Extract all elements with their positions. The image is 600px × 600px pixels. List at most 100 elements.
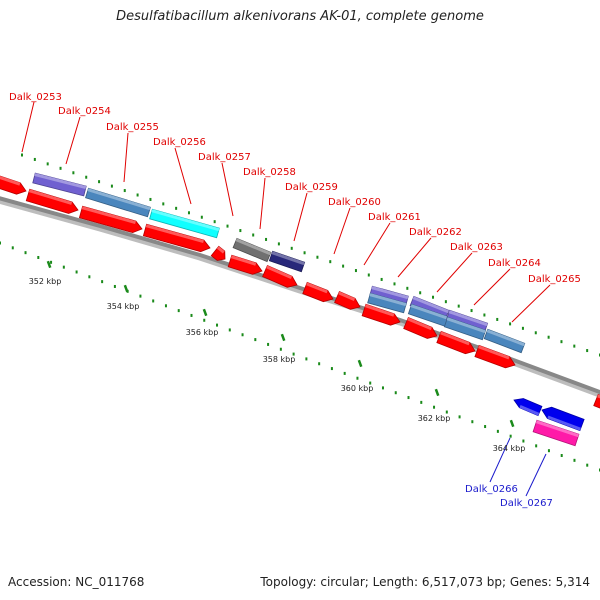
track-dot [75,270,78,274]
track-dot [432,295,435,299]
label-leader-line [363,222,391,266]
track-dot [586,463,589,467]
gene-feature-bar [32,172,87,197]
gene-label: Dalk_0264 [488,258,541,269]
scale-tick [123,284,129,293]
track-dot [484,425,487,429]
forward-cds-arrow [0,175,27,195]
scale-tick-label: 358 kbp [263,355,296,364]
label-leader-line [65,116,81,165]
gene-feature-bar-highlight [486,329,525,347]
gene-feature-bar [532,419,580,447]
scale-tick [434,388,440,397]
track-dot [470,309,473,313]
track-dot [0,241,1,245]
label-leader-line [489,437,511,483]
track-dot [535,444,538,448]
forward-cds-arrow-body [262,264,298,288]
forward-cds-arrow [78,205,143,234]
forward-cds-arrow [25,188,79,214]
track-dot [85,175,88,179]
gene-feature-bar-highlight [151,209,220,232]
track-dot [318,362,321,366]
gene-label: Dalk_0255 [106,122,159,133]
track-dot [330,367,333,371]
track-dot [394,391,397,395]
track-dot [46,162,49,166]
track-dot [509,322,512,326]
track-dot [98,180,101,184]
forward-cds-arrow-highlight [81,206,136,224]
track-dot [547,449,550,453]
label-leader-line [21,101,35,153]
track-dot [292,352,295,356]
track-dot [509,434,512,438]
forward-cds-arrow-body [25,188,79,214]
track-dot [369,381,372,385]
label-leader-line [473,268,511,306]
gene-labels: Dalk_0253 Dalk_0254 Dalk_0255 Dalk_0256 Dalk… [9,92,581,509]
gene-feature-bar [232,237,272,263]
track-dot [290,246,293,250]
gene-label: Dalk_0261 [368,212,421,223]
reverse-cds-arrow-highlight [519,404,540,416]
accession-text: Accession: NC_011768 [8,575,145,589]
gene-features [0,172,600,447]
track-dot [560,454,563,458]
track-dot [239,229,242,233]
track-dot [277,242,280,246]
track-dot [573,344,576,348]
track-dot [203,318,206,322]
track-dot [24,251,27,255]
track-dot [177,309,180,313]
label-leader-line [174,147,192,205]
track-dot [88,275,91,279]
gene-feature-bar-highlight [371,286,409,300]
scale-tick-label: 360 kbp [341,384,374,393]
scale-tick-label: 362 kbp [418,414,451,423]
gene-feature-bar-highlight [271,251,305,266]
scale-tick-label: 352 kbp [29,277,62,286]
track-dot [483,313,486,317]
track-dot [136,193,139,197]
track-dot [265,237,268,241]
track-dot [139,294,142,298]
label-leader-line [333,207,351,255]
track-dot [381,386,384,390]
forward-cds-arrow [227,254,263,275]
forward-cds-arrow-highlight [364,304,395,317]
label-leader-line [259,177,266,230]
forward-cds-arrow-highlight [230,255,257,266]
label-leader-line [293,192,308,242]
track-dot [496,429,499,433]
forward-cds-arrow [474,344,516,369]
gene-feature-bar-highlight [448,310,488,327]
track-dot [471,420,474,424]
forward-cds-arrow [210,245,226,261]
track-dot [241,333,244,337]
reverse-cds-arrow-body [541,406,585,432]
track-dot [329,260,332,264]
gene-label: Dalk_0258 [243,167,296,178]
forward-cds-arrow-highlight [306,282,328,294]
track-dot [228,328,231,332]
scale-ticks: 352 kbp 354 kbp 356 kbp 358 kbp 360 kbp 362 k… [29,260,525,453]
forward-cds-arrow-highlight [28,189,73,205]
gene-feature-bar-highlight [412,296,449,314]
gene-feature-bar-highlight [369,293,407,307]
track-dot [187,211,190,215]
track-dot [445,410,448,414]
track-dot [342,264,345,268]
gene-label: Dalk_0254 [58,106,111,117]
forward-cds-arrow [361,303,401,326]
track-dot [393,282,396,286]
gene-feature-bar [268,250,306,273]
forward-cds-arrow-body [593,393,600,409]
gene-label: Dalk_0253 [9,92,62,103]
scale-tick [202,308,208,317]
gene-label: Dalk_0256 [153,137,206,148]
track-dot [149,197,152,201]
label-leader-line [525,453,547,497]
